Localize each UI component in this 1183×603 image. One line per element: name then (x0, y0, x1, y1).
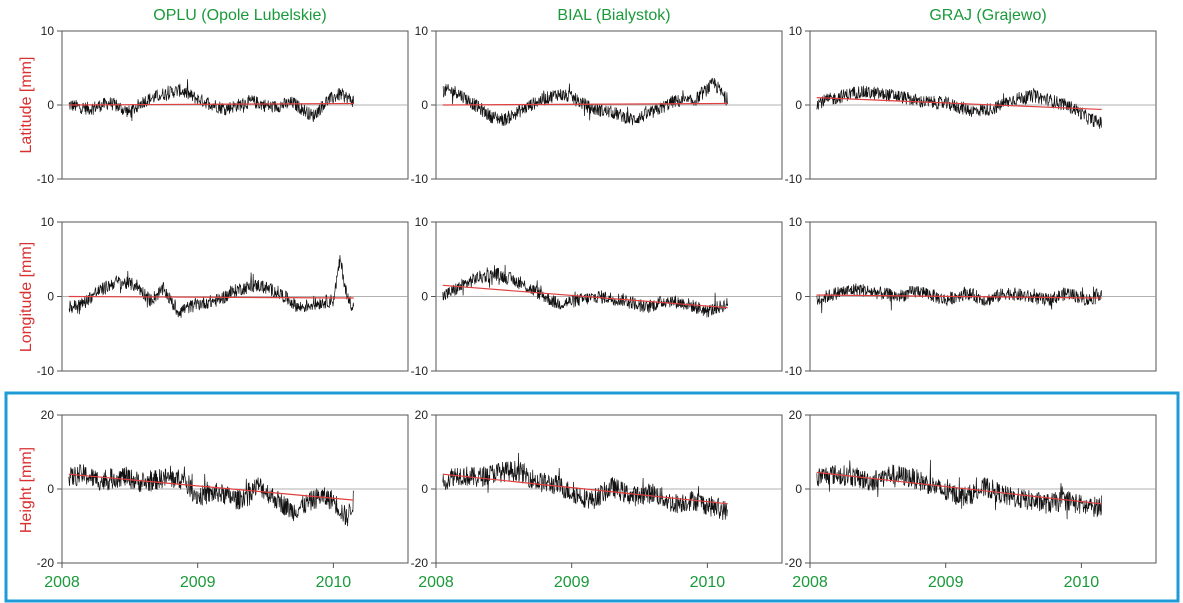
residual-series-line (68, 79, 355, 122)
trend-line (816, 471, 1102, 505)
station-title-opluj: OPLU (Opole Lubelskie) (153, 7, 326, 24)
x-tick-label-2008-col0: 2008 (44, 574, 80, 591)
y-tick-label: 10 (415, 24, 429, 38)
y-tick-label: 0 (47, 290, 54, 304)
panel-oplu-height: 20 0 -20 (37, 408, 409, 570)
trend-line (442, 284, 728, 309)
trend-line (442, 473, 728, 505)
panel-graj-longitude: 10 0 -10 (785, 215, 1157, 378)
y-tick-label: -10 (37, 172, 55, 186)
y-tick-label: -10 (785, 364, 803, 378)
y-tick-label: -10 (785, 172, 803, 186)
trend-line (68, 295, 354, 299)
y-tick-label: 0 (421, 290, 428, 304)
x-tick-label-2010-col2: 2010 (1064, 574, 1100, 591)
y-tick-label: -10 (37, 364, 55, 378)
residual-series-line (442, 452, 729, 521)
x-tick-label-2010-col1: 2010 (690, 574, 726, 591)
trend-line (68, 473, 354, 501)
y-tick-label: 0 (795, 98, 802, 112)
residual-series-line (816, 85, 1103, 129)
residual-series-line (816, 283, 1103, 314)
panel-graj-latitude: 10 0 -10 (785, 24, 1157, 186)
residual-series-line (442, 77, 729, 126)
trend-line (816, 294, 1102, 299)
station-title-bial: BIAL (Bialystok) (557, 7, 670, 24)
y-tick-label: 0 (795, 482, 802, 496)
panel-graj-height: 20 0 -20 (785, 408, 1157, 570)
y-tick-label: 0 (421, 98, 428, 112)
panel-bial-longitude: 10 0 -10 (411, 215, 783, 378)
y-tick-label: 0 (421, 482, 428, 496)
y-tick-label: 10 (415, 215, 429, 229)
x-tick-label-2010-col0: 2010 (316, 574, 352, 591)
y-tick-label: -20 (785, 556, 803, 570)
x-axis-ticks: 2008 2009 2010 2008 2009 2010 2008 2009 2010 (44, 563, 1099, 591)
y-tick-label: 20 (415, 408, 429, 422)
y-tick-label: -20 (37, 556, 55, 570)
y-tick-label: -10 (411, 172, 429, 186)
y-tick-label: 10 (41, 24, 55, 38)
y-tick-label: 20 (789, 408, 803, 422)
x-tick-label-2009-col0: 2009 (180, 574, 216, 591)
ylabel-height: Height [mm] (18, 447, 35, 533)
trend-line (68, 102, 354, 106)
panel-oplu-latitude: 10 0 -10 (37, 24, 409, 186)
y-tick-label: 10 (789, 215, 803, 229)
panel-bial-height: 20 0 -20 (411, 408, 783, 570)
residual-series-line (816, 459, 1103, 520)
x-tick-label-2009-col1: 2009 (554, 574, 590, 591)
station-title-graj: GRAJ (Grajewo) (929, 7, 1046, 24)
y-tick-label: -10 (411, 364, 429, 378)
x-tick-label-2008-col2: 2008 (792, 574, 828, 591)
y-tick-label: 0 (47, 98, 54, 112)
height-highlight-box (4, 391, 1180, 603)
y-tick-label: 0 (795, 290, 802, 304)
y-tick-label: 0 (47, 482, 54, 496)
panel-bial-latitude: 10 0 -10 (411, 24, 783, 186)
ylabel-longitude: Longitude [mm] (18, 242, 35, 352)
x-tick-label-2009-col2: 2009 (928, 574, 964, 591)
residual-series-line (442, 264, 729, 318)
panels: 10 0 -10 10 0 -10 10 0 -10 10 0 -10 10 0 -10 10 0 -10 20 0 -… (37, 24, 1157, 570)
panel-oplu-longitude: 10 0 -10 (37, 215, 409, 378)
x-tick-label-2008-col1: 2008 (418, 574, 454, 591)
residual-series-line (68, 255, 355, 318)
residual-series-line (68, 464, 354, 527)
y-tick-label: 10 (789, 24, 803, 38)
y-tick-label: 10 (41, 215, 55, 229)
y-tick-label: 20 (41, 408, 55, 422)
ylabel-latitude: Latitude [mm] (18, 57, 35, 154)
trend-line (442, 102, 728, 106)
trend-line (816, 97, 1102, 111)
y-tick-label: -20 (411, 556, 429, 570)
